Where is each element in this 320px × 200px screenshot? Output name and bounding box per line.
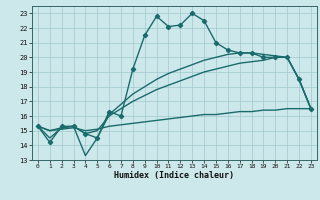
X-axis label: Humidex (Indice chaleur): Humidex (Indice chaleur) (115, 171, 234, 180)
